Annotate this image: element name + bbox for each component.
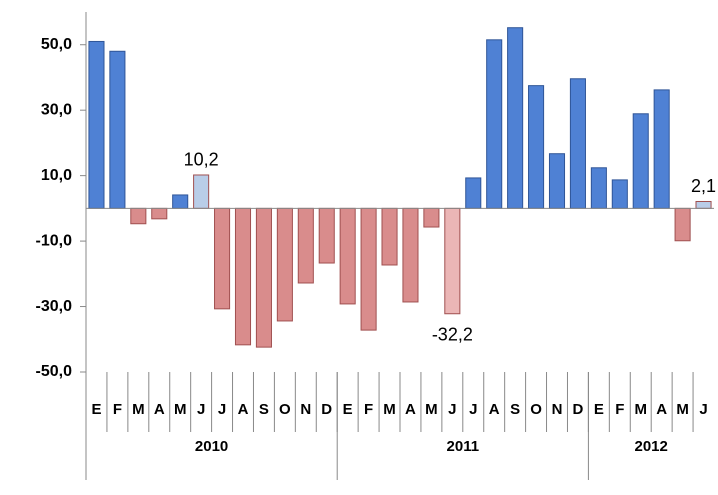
bar — [381, 207, 398, 266]
bar — [486, 39, 503, 209]
bar — [507, 27, 524, 209]
bar — [548, 153, 566, 209]
bar — [528, 85, 545, 209]
x-tick-label: J — [699, 401, 707, 418]
bar — [423, 207, 440, 228]
bar — [590, 167, 607, 209]
bar — [234, 207, 252, 346]
bar — [653, 89, 670, 209]
bar — [88, 40, 105, 209]
x-tick-label: S — [259, 401, 269, 418]
bar — [193, 174, 210, 209]
x-tick-label: M — [174, 401, 187, 418]
bar — [632, 113, 649, 209]
bar — [255, 207, 272, 348]
x-tick-label: E — [91, 401, 101, 418]
x-tick-label: D — [573, 401, 584, 418]
bar — [276, 207, 293, 322]
bar — [674, 207, 691, 242]
x-tick-label: F — [113, 401, 122, 418]
group-label: 2010 — [195, 438, 228, 455]
x-tick-label: A — [154, 401, 165, 418]
group-label: 2011 — [447, 438, 480, 455]
value-label: -32,2 — [432, 324, 473, 344]
x-tick-label: E — [343, 401, 353, 418]
x-tick-label: F — [615, 401, 624, 418]
x-tick-label: O — [530, 401, 542, 418]
y-tick-label: -50,0 — [36, 363, 73, 380]
x-tick-label: J — [197, 401, 205, 418]
y-tick-label: -30,0 — [36, 298, 73, 315]
x-tick-label: A — [656, 401, 667, 418]
value-label: 2,1 — [691, 176, 716, 196]
x-tick-label: S — [510, 401, 520, 418]
y-tick-label: 10,0 — [41, 167, 72, 184]
bar — [611, 179, 628, 209]
x-tick-label: M — [383, 401, 396, 418]
bar — [109, 50, 126, 209]
x-tick-label: A — [405, 401, 416, 418]
x-tick-label: E — [594, 401, 604, 418]
x-tick-label: D — [321, 401, 332, 418]
bar — [695, 200, 712, 209]
value-label: 10,2 — [184, 150, 219, 170]
x-tick-label: J — [218, 401, 226, 418]
bar — [318, 207, 335, 264]
bar — [444, 207, 461, 315]
bar — [214, 207, 231, 310]
bar — [569, 78, 586, 209]
x-tick-label: A — [238, 401, 249, 418]
bar — [360, 207, 377, 331]
x-tick-label: M — [132, 401, 145, 418]
bar — [402, 207, 419, 303]
y-tick-label: 50,0 — [41, 36, 72, 53]
x-tick-label: N — [300, 401, 311, 418]
bar — [465, 177, 482, 209]
y-tick-label: -10,0 — [36, 232, 73, 249]
x-tick-label: M — [425, 401, 438, 418]
x-tick-label: N — [552, 401, 563, 418]
x-tick-label: J — [469, 401, 477, 418]
bar — [297, 207, 314, 284]
bar — [151, 207, 168, 220]
x-tick-label: M — [634, 401, 647, 418]
x-tick-label: J — [448, 401, 456, 418]
y-tick-label: 30,0 — [41, 101, 72, 118]
bar — [339, 207, 356, 305]
x-tick-label: F — [364, 401, 373, 418]
bar — [172, 194, 189, 209]
x-tick-label: M — [676, 401, 689, 418]
group-label: 2012 — [635, 438, 668, 455]
x-tick-label: O — [279, 401, 291, 418]
x-tick-label: A — [489, 401, 500, 418]
bar — [130, 207, 147, 225]
